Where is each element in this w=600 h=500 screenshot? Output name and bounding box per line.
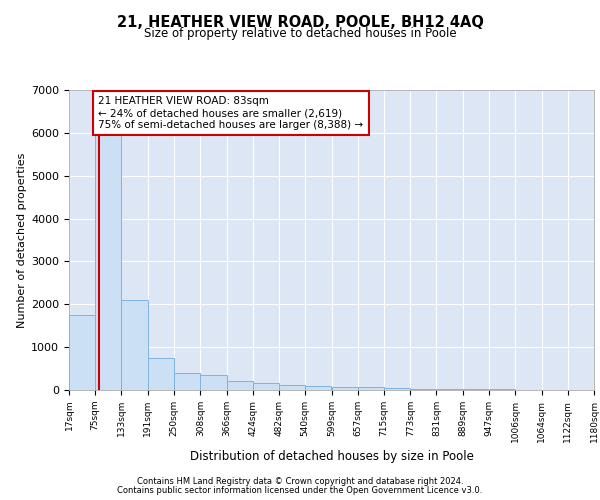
Bar: [148, 358, 174, 390]
Bar: [174, 373, 200, 390]
Text: 21 HEATHER VIEW ROAD: 83sqm
← 24% of detached houses are smaller (2,619)
75% of : 21 HEATHER VIEW ROAD: 83sqm ← 24% of det…: [98, 96, 364, 130]
Bar: [69, 315, 95, 390]
Bar: [358, 388, 384, 390]
Bar: [227, 382, 253, 390]
Bar: [200, 375, 227, 390]
Bar: [436, 389, 463, 390]
Y-axis label: Number of detached properties: Number of detached properties: [17, 152, 27, 328]
Bar: [279, 385, 305, 390]
Bar: [410, 388, 436, 390]
Text: 21, HEATHER VIEW ROAD, POOLE, BH12 4AQ: 21, HEATHER VIEW ROAD, POOLE, BH12 4AQ: [116, 15, 484, 30]
Text: Contains HM Land Registry data © Crown copyright and database right 2024.: Contains HM Land Registry data © Crown c…: [137, 477, 463, 486]
Bar: [384, 388, 410, 390]
Bar: [121, 300, 148, 390]
Bar: [332, 387, 358, 390]
Bar: [305, 386, 331, 390]
Bar: [95, 126, 121, 390]
Text: Size of property relative to detached houses in Poole: Size of property relative to detached ho…: [143, 28, 457, 40]
Bar: [253, 382, 279, 390]
X-axis label: Distribution of detached houses by size in Poole: Distribution of detached houses by size …: [190, 450, 473, 463]
Text: Contains public sector information licensed under the Open Government Licence v3: Contains public sector information licen…: [118, 486, 482, 495]
